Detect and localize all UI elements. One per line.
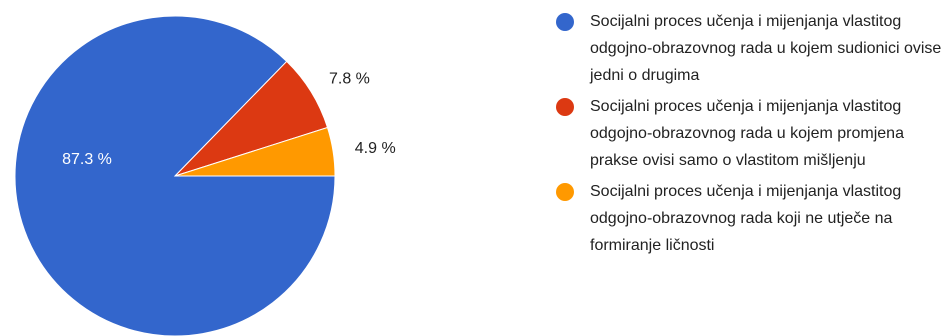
legend-label-3: Socijalni proces učenja i mijenjanja vla… [590, 183, 902, 254]
legend-item-2[interactable]: Socijalni proces učenja i mijenjanja vla… [556, 93, 946, 174]
legend-marker-1 [556, 13, 574, 31]
pie-slice-label-3: 4.9 % [355, 140, 396, 157]
legend-marker-2 [556, 98, 574, 116]
legend-marker-3 [556, 183, 574, 201]
pie-slices [14, 15, 336, 336]
legend-label-2: Socijalni proces učenja i mijenjanja vla… [590, 98, 904, 169]
legend-item-1[interactable]: Socijalni proces učenja i mijenjanja vla… [556, 8, 946, 89]
pie-slice-label-1: 87.3 % [62, 151, 112, 168]
legend-label-1: Socijalni proces učenja i mijenjanja vla… [590, 13, 942, 84]
pie-labels: 87.3 % 7.8 % 4.9 % [62, 70, 396, 168]
pie-slice-3[interactable] [174, 126, 336, 177]
chart-legend: Socijalni proces učenja i mijenjanja vla… [556, 8, 946, 263]
pie-slice-label-2: 7.8 % [329, 70, 370, 87]
legend-item-3[interactable]: Socijalni proces učenja i mijenjanja vla… [556, 178, 946, 259]
